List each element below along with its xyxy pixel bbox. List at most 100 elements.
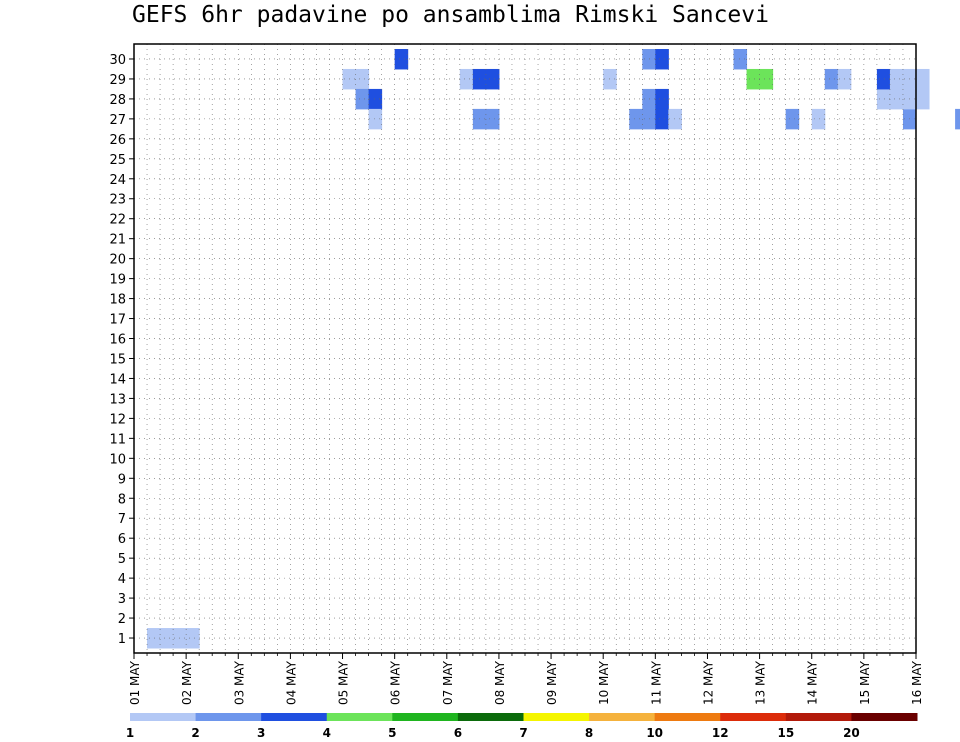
legend-swatch xyxy=(261,713,328,721)
legend-swatch xyxy=(654,713,721,721)
legend-label: 1 xyxy=(126,726,134,740)
plot-frame xyxy=(133,43,917,654)
y-tick-label: 1 xyxy=(118,632,126,647)
heatmap-cell xyxy=(955,108,960,130)
y-tick-label: 8 xyxy=(118,492,126,507)
y-tick-label: 29 xyxy=(109,73,126,88)
legend-label: 8 xyxy=(585,726,593,740)
heatmap-cell xyxy=(916,68,930,90)
heatmap-cell xyxy=(655,88,669,110)
heatmap-cell xyxy=(368,88,383,110)
heatmap-cell xyxy=(459,68,474,90)
heatmap-cell xyxy=(876,68,891,90)
legend-label: 15 xyxy=(777,726,794,740)
heatmap-cell xyxy=(746,68,761,90)
legend-label: 6 xyxy=(454,726,462,740)
x-tick-label: 14 MAY xyxy=(806,660,820,705)
heatmap-cell xyxy=(889,68,904,90)
legend-label: 7 xyxy=(519,726,527,740)
legend-swatch xyxy=(392,713,459,721)
heatmap-cell xyxy=(186,628,200,649)
y-tick-label: 18 xyxy=(109,293,126,308)
y-tick-label: 16 xyxy=(109,333,126,348)
y-tick-label: 13 xyxy=(109,392,126,407)
heatmap-cell xyxy=(876,88,891,110)
y-tick-label: 3 xyxy=(118,592,126,607)
y-tick-label: 5 xyxy=(118,552,126,567)
legend-swatch xyxy=(457,713,524,721)
y-tick-label: 25 xyxy=(109,153,126,168)
legend-swatch xyxy=(195,713,262,721)
x-tick-label: 11 MAY xyxy=(649,660,663,705)
x-tick-label: 15 MAY xyxy=(858,660,872,705)
heatmap-cell xyxy=(368,108,383,130)
y-tick-label: 26 xyxy=(109,133,126,148)
y-tick-label: 20 xyxy=(109,253,126,268)
heatmap-cell xyxy=(811,108,826,130)
y-tick-label: 12 xyxy=(109,412,126,427)
y-tick-label: 19 xyxy=(109,273,126,288)
x-tick-label: 01 MAY xyxy=(128,660,142,705)
heatmap-cell xyxy=(916,88,930,110)
y-tick-label: 2 xyxy=(118,612,126,627)
legend-label: 3 xyxy=(257,726,265,740)
heatmap-cell xyxy=(668,108,682,130)
heatmap-cell xyxy=(160,628,174,649)
heatmap-cell xyxy=(485,68,500,90)
heatmap-cell xyxy=(824,68,839,90)
legend-swatch xyxy=(720,713,787,721)
y-tick-label: 6 xyxy=(118,532,126,547)
x-tick-label: 03 MAY xyxy=(232,660,246,705)
legend-swatch xyxy=(523,713,590,721)
heatmap-cell xyxy=(655,48,669,70)
legend-swatch xyxy=(130,713,197,721)
heatmap-cell xyxy=(355,88,370,110)
heatmap-cell xyxy=(485,108,500,130)
y-tick-label: 7 xyxy=(118,512,126,527)
legend-label: 10 xyxy=(646,726,663,740)
chart-title: GEFS 6hr padavine po ansamblima Rimski S… xyxy=(132,2,769,28)
y-tick-label: 17 xyxy=(109,313,126,328)
legend-swatch xyxy=(851,713,918,721)
legend-label: 2 xyxy=(191,726,199,740)
y-tick-label: 27 xyxy=(109,113,126,128)
legend-swatch xyxy=(589,713,656,721)
x-tick-label: 13 MAY xyxy=(754,660,768,705)
x-tick-label: 09 MAY xyxy=(545,660,559,705)
x-tick-label: 02 MAY xyxy=(180,660,194,705)
y-tick-label: 14 xyxy=(109,372,126,387)
x-tick-label: 04 MAY xyxy=(284,660,298,705)
x-tick-label: 05 MAY xyxy=(337,660,351,705)
legend-label: 12 xyxy=(712,726,729,740)
heatmap-cell xyxy=(733,48,748,70)
y-tick-label: 10 xyxy=(109,452,126,467)
y-tick-label: 23 xyxy=(109,193,126,208)
heatmap-cell xyxy=(655,108,669,130)
x-tick-label: 07 MAY xyxy=(441,660,455,705)
legend-swatch xyxy=(785,713,852,721)
legend-label: 4 xyxy=(323,726,331,740)
y-tick-label: 22 xyxy=(109,213,126,228)
heatmap-cell xyxy=(394,48,409,70)
heatmap-cell xyxy=(889,88,904,110)
x-tick-label: 06 MAY xyxy=(389,660,403,705)
x-tick-label: 12 MAY xyxy=(701,660,715,705)
heatmap-cell xyxy=(785,108,800,130)
legend-label: 20 xyxy=(843,726,860,740)
y-tick-label: 4 xyxy=(118,572,126,587)
heatmap-cell xyxy=(759,68,774,90)
heatmap-cell xyxy=(629,108,643,130)
y-tick-label: 9 xyxy=(118,472,126,487)
legend-label: 5 xyxy=(388,726,396,740)
heatmap-cell xyxy=(147,628,161,649)
x-tick-label: 10 MAY xyxy=(597,660,611,705)
x-tick-label: 08 MAY xyxy=(493,660,507,705)
y-tick-label: 15 xyxy=(109,352,126,367)
y-tick-label: 21 xyxy=(109,233,126,248)
legend-swatch xyxy=(326,713,393,721)
y-tick-label: 28 xyxy=(109,93,126,108)
y-tick-label: 11 xyxy=(109,432,126,447)
x-tick-label: 16 MAY xyxy=(910,660,924,705)
y-tick-label: 30 xyxy=(109,53,126,68)
